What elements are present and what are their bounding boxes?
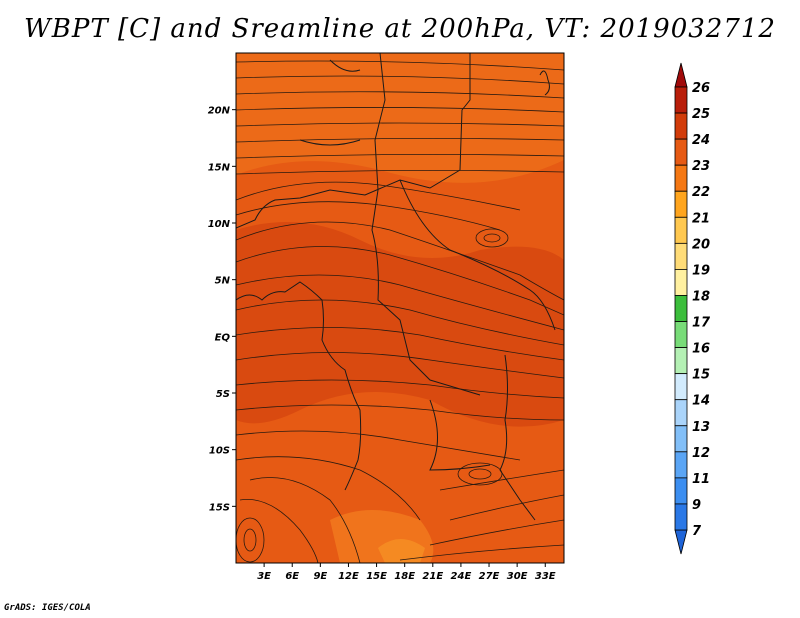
y-tick-label: 10N xyxy=(208,219,231,230)
colorbar-box xyxy=(674,477,688,505)
colorbar-box xyxy=(674,451,688,479)
colorbar-box xyxy=(674,242,688,270)
colorbar-box xyxy=(674,190,688,218)
x-tick-label: 30E xyxy=(507,571,528,582)
colorbar-label: 20 xyxy=(692,237,710,252)
x-tick-label: 3E xyxy=(257,571,271,582)
y-tick-label: EQ xyxy=(215,332,231,343)
chart-title: WBPT [C] and Sreamline at 200hPa, VT: 20… xyxy=(24,14,776,44)
colorbar-box xyxy=(674,138,688,166)
colorbar-label: 14 xyxy=(692,394,710,409)
colorbar-label: 11 xyxy=(692,472,710,487)
streamlines xyxy=(236,60,564,563)
colorbar-box xyxy=(674,321,688,348)
wbpt-south-core xyxy=(378,539,425,563)
x-tick-label: 33E xyxy=(535,571,556,582)
colorbar-label: 17 xyxy=(692,316,711,331)
x-tick-label: 9E xyxy=(313,571,327,582)
colorbar-label: 15 xyxy=(692,368,710,383)
colorbar-label: 13 xyxy=(692,420,710,435)
colorbar-box xyxy=(674,503,688,531)
y-tick-label: 20N xyxy=(208,106,231,117)
map-field xyxy=(236,53,564,563)
colorbar-box xyxy=(674,112,688,140)
colorbar-label: 24 xyxy=(692,133,710,148)
y-tick-label: 5S xyxy=(216,389,230,400)
colorbar-box xyxy=(674,269,688,296)
colorbar-label: 9 xyxy=(692,498,701,513)
x-tick-label: 12E xyxy=(338,571,359,582)
colorbar-label: 16 xyxy=(692,342,710,357)
y-tick-label: 15S xyxy=(209,502,230,513)
colorbar-box xyxy=(674,347,688,375)
y-tick-label: 10S xyxy=(209,446,230,457)
colorbar-box xyxy=(674,86,688,114)
colorbar-label: 12 xyxy=(692,446,710,461)
x-tick-label: 24E xyxy=(451,571,472,582)
y-tick-label: 15N xyxy=(208,162,231,173)
country-borders xyxy=(236,53,556,521)
map-frame xyxy=(235,52,565,564)
x-tick-label: 18E xyxy=(394,571,415,582)
colorbar-label: 7 xyxy=(692,524,702,539)
x-tick-label: 21E xyxy=(422,571,443,582)
colorbar-max-arrow xyxy=(674,62,688,88)
y-axis: 20N 15N 10N 5N EQ 5S 10S 15S xyxy=(208,106,236,513)
x-tick-label: 15E xyxy=(366,571,387,582)
wbpt-central-band xyxy=(236,222,564,427)
x-tick-label: 6E xyxy=(285,571,299,582)
colorbar-min-arrow xyxy=(674,529,688,555)
colorbar-box xyxy=(674,425,688,453)
x-axis: 3E 6E 9E 12E 15E 18E 21E 24E 27E 30E 33E xyxy=(257,563,556,582)
colorbar-label: 21 xyxy=(692,211,710,226)
x-tick-label: 27E xyxy=(479,571,500,582)
wbpt-north-band xyxy=(236,53,564,183)
colorbar-box xyxy=(674,399,688,427)
colorbar-box xyxy=(674,216,688,244)
grads-credit: GrADS: IGES/COLA xyxy=(4,603,91,613)
y-tick-label: 5N xyxy=(215,276,231,287)
colorbar-label: 19 xyxy=(692,263,710,278)
colorbar-label: 22 xyxy=(692,185,710,200)
colorbar-label: 25 xyxy=(692,107,710,122)
colorbar-box xyxy=(674,295,688,322)
colorbar: 26 25 24 23 22 21 20 19 18 17 16 15 14 13 12 11 9 7 xyxy=(674,62,711,555)
colorbar-label: 26 xyxy=(692,81,710,96)
colorbar-label: 18 xyxy=(692,289,710,304)
colorbar-box xyxy=(674,164,688,192)
colorbar-box xyxy=(674,373,688,401)
colorbar-label: 23 xyxy=(692,159,710,174)
